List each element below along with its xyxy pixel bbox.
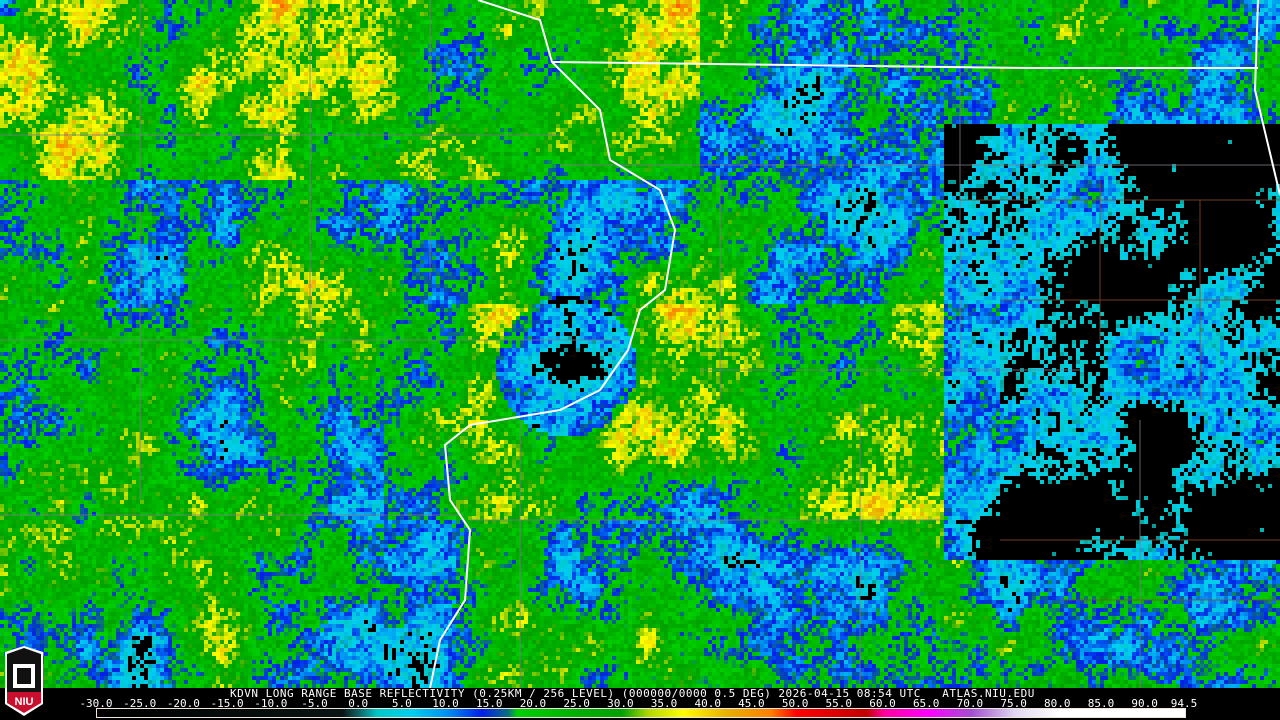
colorbar-tick-label: 20.0: [519, 697, 547, 710]
colorbar-tick-label: 70.0: [956, 697, 984, 710]
colorbar-tick-label: 75.0: [1000, 697, 1027, 710]
state-border-river: [429, 0, 677, 688]
colorbar-tick-label: 35.0: [650, 697, 678, 710]
colorbar-tick-label: 40.0: [694, 697, 721, 710]
colorbar-tick-label: 5.0: [391, 697, 412, 710]
colorbar-tick-label: -15.0: [210, 697, 244, 710]
county-lines: [0, 0, 1280, 688]
colorbar-tick-label: -25.0: [123, 697, 157, 710]
colorbar-tick-label: 45.0: [738, 697, 765, 710]
colorbar-tick-label: 10.0: [432, 697, 459, 710]
county-lines-brown: [960, 180, 1280, 601]
colorbar-tick-label: 85.0: [1087, 697, 1115, 710]
colorbar-tick-label: 90.0: [1131, 697, 1158, 710]
colorbar-ticks: -30.0 -25.0 -20.0 -15.0 -10.0 -5.0 0.0 5.0 10.0 1…: [0, 698, 1280, 709]
colorbar-tick-label: 80.0: [1044, 697, 1071, 710]
colorbar-tick-label: 15.0: [476, 697, 503, 710]
colorbar-tick-label: 60.0: [869, 697, 896, 710]
colorbar-tick-label: 25.0: [563, 697, 590, 710]
product-title: KDVN LONG RANGE BASE REFLECTIVITY (0.25K…: [230, 687, 1035, 700]
colorbar-tick-label: -10.0: [254, 697, 288, 710]
colorbar-tick-label: 94.5: [1170, 697, 1198, 710]
colorbar: [96, 708, 1186, 718]
colorbar-tick-label: 55.0: [825, 697, 853, 710]
niu-logo: NIU: [5, 646, 43, 716]
svg-text:NIU: NIU: [15, 696, 34, 708]
colorbar-tick-label: 50.0: [781, 697, 809, 710]
colorbar-tick-label: -20.0: [166, 697, 200, 710]
state-border-north: [551, 0, 1280, 196]
colorbar-tick-label: -30.0: [79, 697, 113, 710]
reflectivity-field: [0, 0, 1280, 688]
colorbar-tick-label: 65.0: [912, 697, 940, 710]
colorbar-tick-label: 30.0: [607, 697, 634, 710]
colorbar-tick-label: -5.0: [301, 697, 328, 710]
boundary-overlay: [0, 0, 1280, 688]
colorbar-tick-label: 0.0: [348, 697, 369, 710]
